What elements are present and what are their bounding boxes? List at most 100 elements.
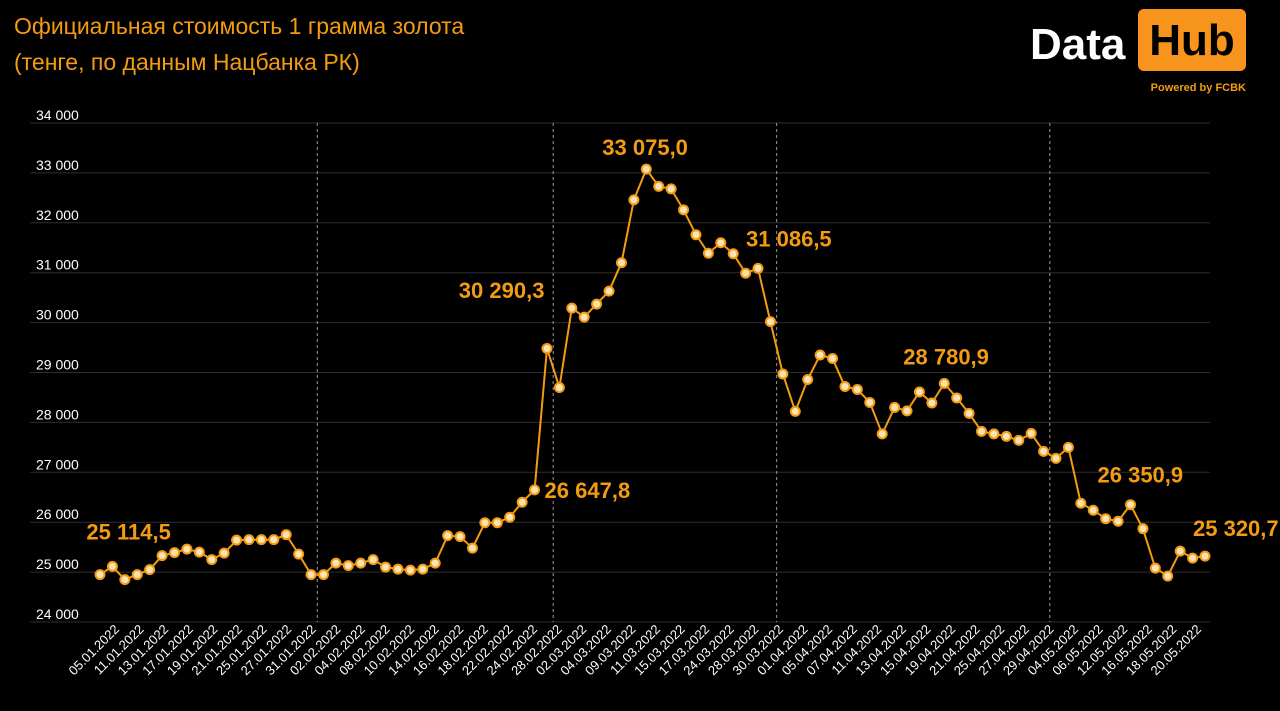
data-point — [280, 529, 292, 541]
data-point — [727, 248, 739, 260]
data-point — [553, 381, 565, 393]
data-point — [404, 564, 416, 576]
data-point — [603, 285, 615, 297]
data-point — [1174, 545, 1186, 557]
data-point — [342, 560, 354, 572]
data-point — [181, 543, 193, 555]
data-point — [864, 396, 876, 408]
data-point — [442, 530, 454, 542]
data-label: 28 780,9 — [903, 344, 989, 369]
data-point — [740, 267, 752, 279]
data-point — [963, 407, 975, 419]
data-point — [243, 534, 255, 546]
data-point — [541, 343, 553, 355]
y-tick-label: 29 000 — [36, 357, 79, 373]
data-point — [615, 257, 627, 269]
data-point — [839, 380, 851, 392]
y-tick-label: 34 000 — [36, 107, 79, 123]
data-point — [231, 534, 243, 546]
data-point — [976, 425, 988, 437]
data-point — [789, 405, 801, 417]
data-point — [516, 496, 528, 508]
data-label: 25 320,7 — [1193, 516, 1279, 541]
data-point — [678, 204, 690, 216]
datahub-logo: Data Hub Powered by FCBK — [1030, 9, 1250, 99]
data-point — [752, 262, 764, 274]
data-point — [380, 561, 392, 573]
data-label: 33 075,0 — [602, 135, 688, 160]
y-tick-label: 26 000 — [36, 506, 79, 522]
data-point — [628, 194, 640, 206]
data-point — [317, 569, 329, 581]
data-point — [466, 542, 478, 554]
data-label: 26 647,8 — [545, 478, 631, 503]
month-separators — [316, 123, 1051, 622]
data-point — [715, 237, 727, 249]
data-point — [764, 316, 776, 328]
data-point — [1137, 523, 1149, 535]
data-point — [529, 484, 541, 496]
y-tick-label: 32 000 — [36, 207, 79, 223]
data-point — [305, 569, 317, 581]
data-point — [1050, 452, 1062, 464]
data-points — [94, 163, 1211, 586]
y-tick-label: 27 000 — [36, 456, 79, 472]
data-point — [1199, 550, 1211, 562]
data-point — [1062, 441, 1074, 453]
x-axis-ticks: 05.01.202211.01.202213.01.202217.01.2022… — [65, 622, 1204, 679]
data-label: 26 350,9 — [1098, 463, 1184, 488]
data-point — [268, 534, 280, 546]
data-point — [330, 557, 342, 569]
data-point — [665, 183, 677, 195]
data-point — [255, 534, 267, 546]
data-point — [640, 163, 652, 175]
y-axis-ticks: 24 000 25 000 26 000 27 000 28 000 29 000 30 0… — [36, 107, 79, 622]
data-point — [814, 349, 826, 361]
data-point — [566, 302, 578, 314]
data-point — [1187, 552, 1199, 564]
data-point — [1149, 562, 1161, 574]
data-point — [429, 557, 441, 569]
y-tick-label: 30 000 — [36, 307, 79, 323]
chart-title-block: Официальная стоимость 1 грамма золота (т… — [14, 8, 464, 80]
data-point — [802, 373, 814, 385]
data-point — [951, 392, 963, 404]
data-point — [1013, 434, 1025, 446]
data-point — [355, 557, 367, 569]
data-label: 30 290,3 — [459, 278, 545, 303]
data-point — [889, 401, 901, 413]
logo-word-hub: Hub — [1138, 9, 1246, 71]
data-point — [119, 574, 131, 586]
data-point — [168, 547, 180, 559]
data-point — [938, 377, 950, 389]
logo-word-data: Data — [1030, 20, 1126, 69]
data-point — [653, 180, 665, 192]
y-tick-label: 33 000 — [36, 157, 79, 173]
data-point — [293, 548, 305, 560]
data-point — [479, 517, 491, 529]
y-tick-label: 28 000 — [36, 406, 79, 422]
data-point — [876, 428, 888, 440]
data-point — [777, 368, 789, 380]
data-point — [1100, 513, 1112, 525]
data-point — [913, 386, 925, 398]
y-tick-label: 24 000 — [36, 606, 79, 622]
data-point — [1162, 570, 1174, 582]
grid-lines — [30, 122, 1210, 623]
data-point — [367, 554, 379, 566]
data-point — [1087, 504, 1099, 516]
data-point — [827, 353, 839, 365]
data-point — [156, 550, 168, 562]
data-point — [901, 405, 913, 417]
data-point — [218, 547, 230, 559]
data-point — [144, 564, 156, 576]
data-point — [94, 569, 106, 581]
chart-subtitle: (тенге, по данным Нацбанка РК) — [14, 49, 360, 75]
data-point — [454, 531, 466, 543]
data-point — [491, 517, 503, 529]
data-point — [690, 229, 702, 241]
data-labels: 25 114,5 26 647,8 30 290,3 33 075,0 31 086,5… — [86, 135, 1278, 544]
data-point — [193, 546, 205, 558]
data-point — [851, 383, 863, 395]
